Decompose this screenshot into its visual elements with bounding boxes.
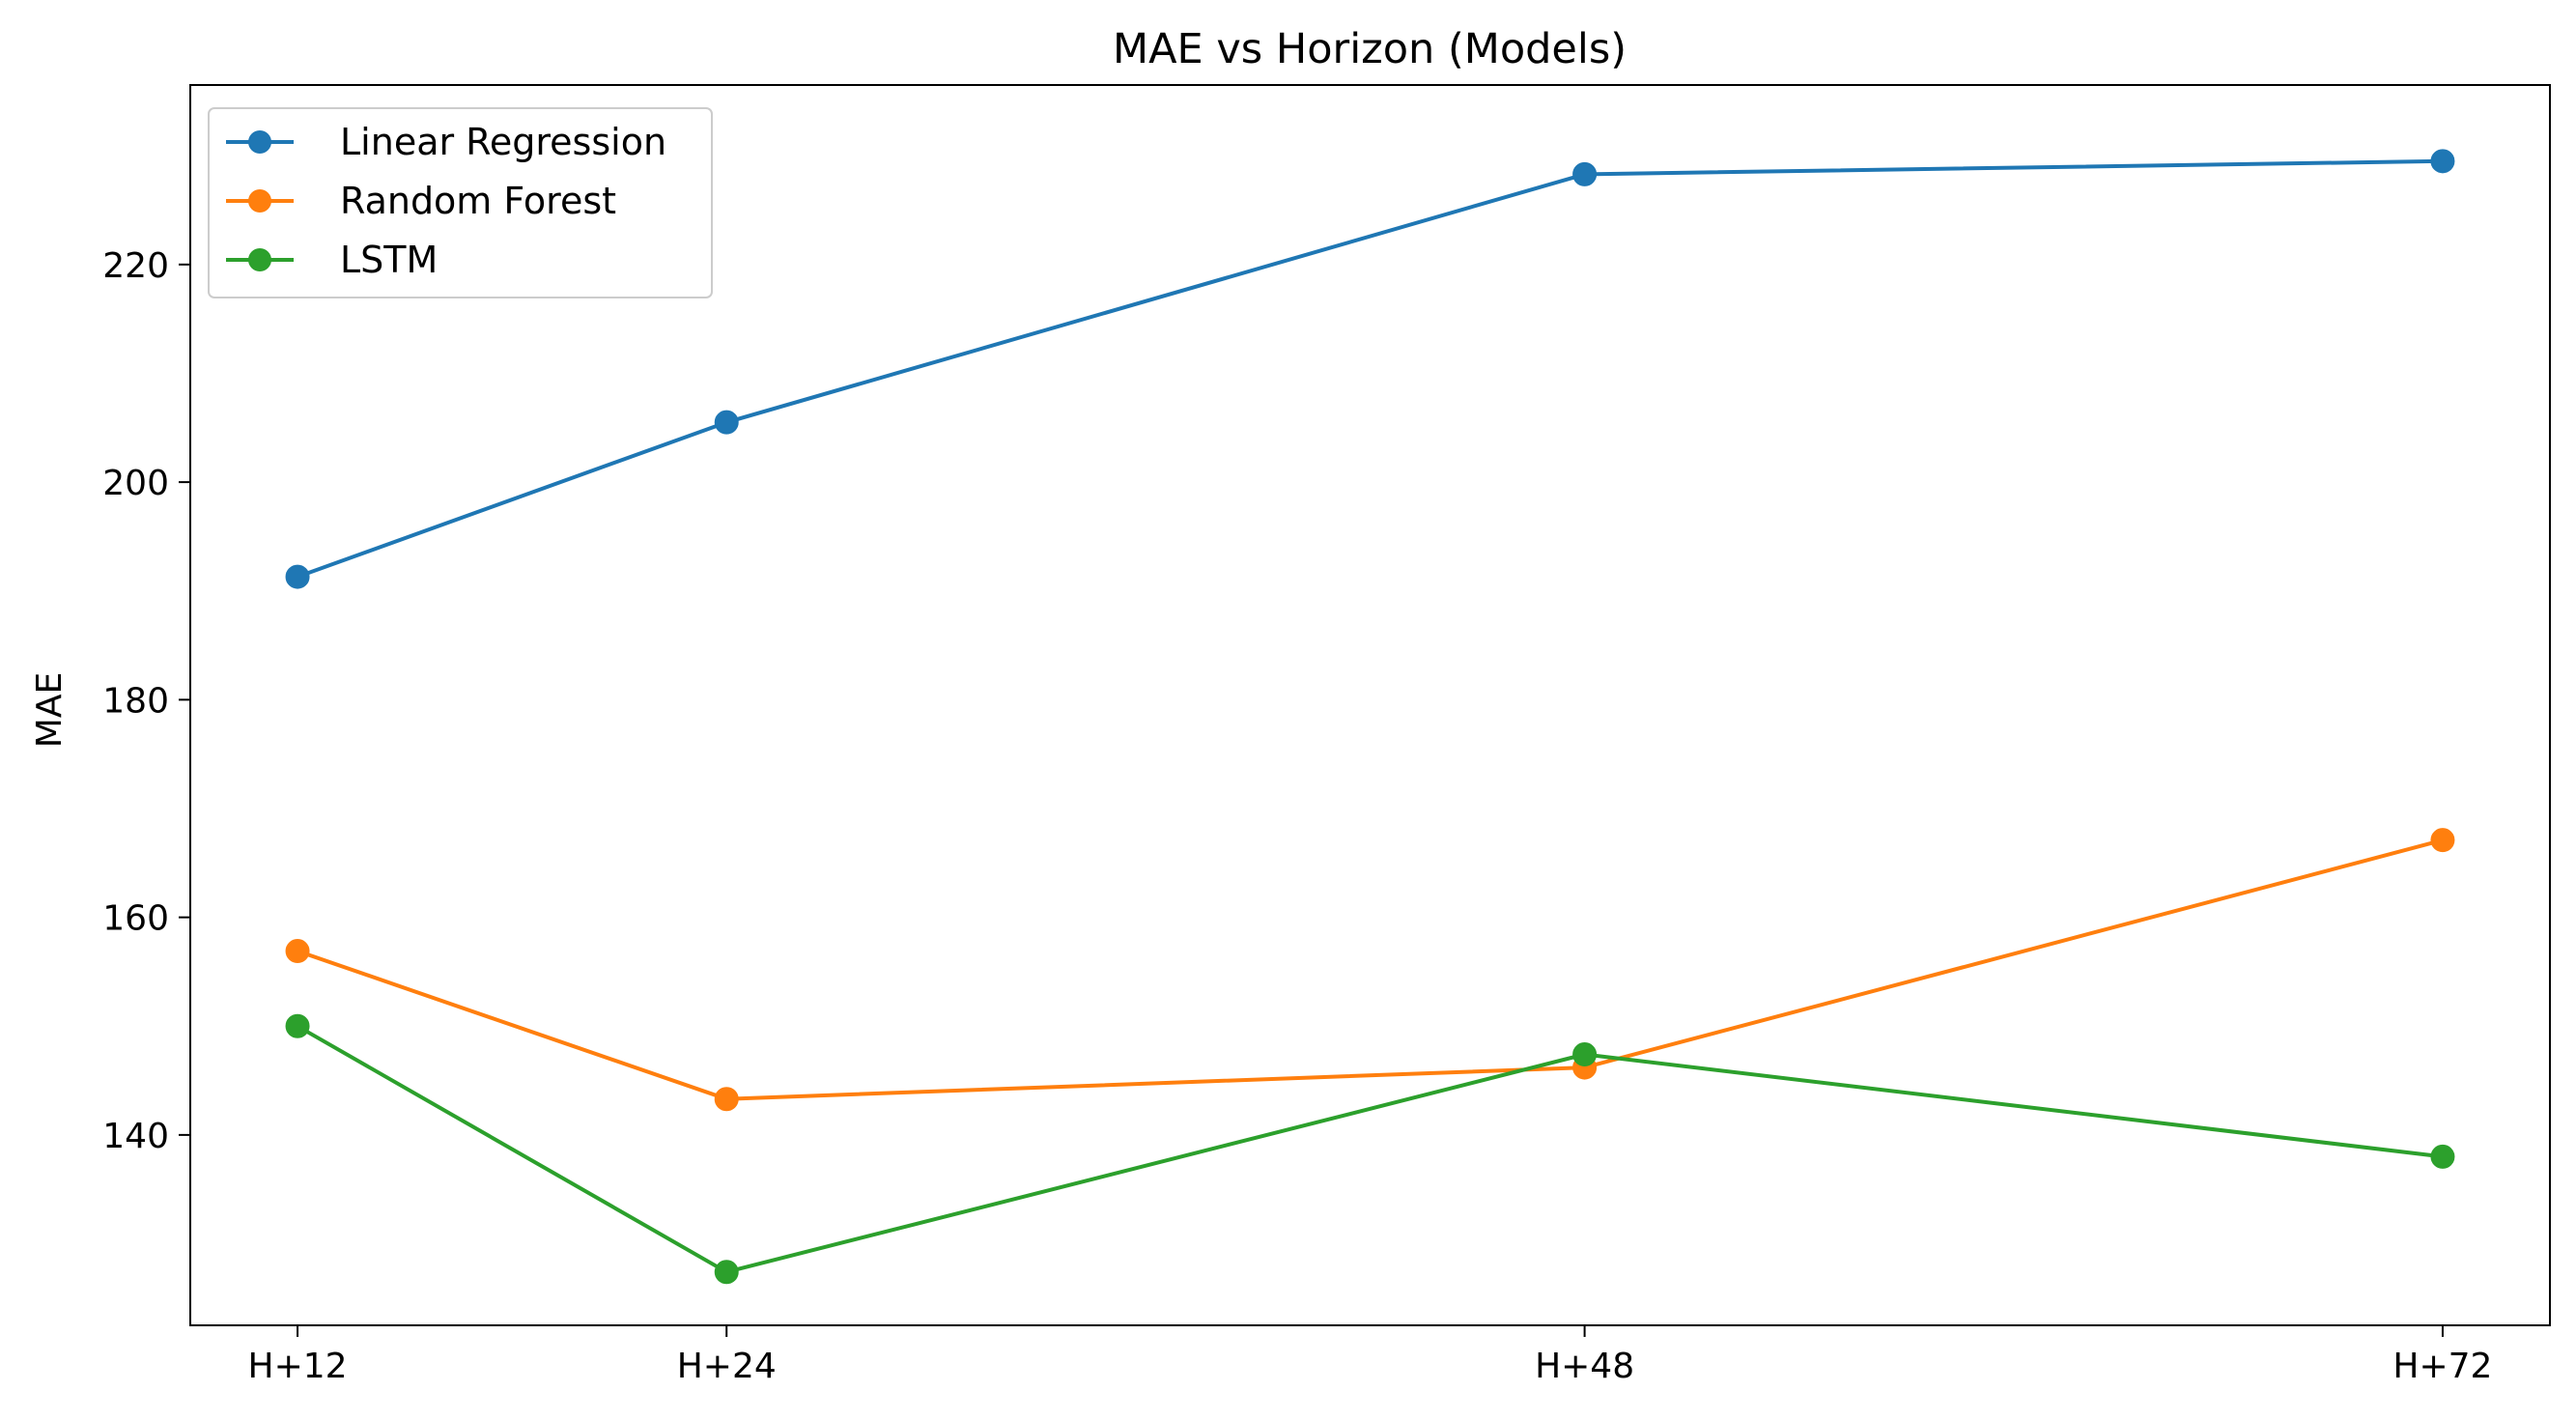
- series-linear-regression: [285, 149, 2455, 589]
- series-lstm: [285, 1013, 2455, 1285]
- data-point: [2430, 828, 2455, 853]
- legend-label: LSTM: [340, 239, 438, 281]
- data-point: [285, 939, 310, 964]
- series-line: [295, 838, 2446, 1101]
- y-tick-label: 200: [102, 464, 169, 503]
- legend-box: [208, 107, 713, 298]
- series-line: [295, 1023, 2446, 1274]
- data-point: [2430, 1144, 2455, 1169]
- x-tick-label: H+72: [2392, 1347, 2492, 1386]
- data-point: [714, 1087, 739, 1112]
- y-tick-label: 160: [102, 899, 169, 939]
- y-axis-ticks: 140 160 180 200 220: [102, 246, 190, 1156]
- y-axis-label: MAE: [30, 672, 70, 748]
- data-point: [714, 410, 739, 435]
- series-layer: [285, 149, 2455, 1285]
- x-tick-label: H+24: [677, 1347, 777, 1386]
- legend: Linear Regression Random Forest LSTM: [208, 107, 713, 298]
- data-point: [2430, 149, 2455, 174]
- data-point: [1572, 1042, 1598, 1067]
- y-tick-label: 180: [102, 681, 169, 721]
- data-point: [1572, 161, 1598, 186]
- chart-title: MAE vs Horizon (Models): [1113, 25, 1627, 73]
- data-point: [285, 1013, 310, 1038]
- legend-marker: [248, 248, 271, 271]
- axes-frame: [189, 84, 2551, 1326]
- x-axis-ticks: H+12 H+24 H+48 H+72: [248, 1325, 2492, 1386]
- plot-area: [189, 84, 2551, 1326]
- series-line: [295, 158, 2446, 580]
- x-tick-label: H+48: [1535, 1347, 1634, 1386]
- y-tick-label: 220: [102, 246, 169, 286]
- y-tick-label: 140: [102, 1117, 169, 1156]
- legend-label: Random Forest: [340, 180, 616, 222]
- legend-marker: [248, 189, 271, 213]
- data-point: [285, 564, 310, 589]
- legend-marker: [248, 130, 271, 154]
- data-point: [714, 1260, 739, 1285]
- x-tick-label: H+12: [248, 1347, 348, 1386]
- legend-label: Linear Regression: [340, 121, 666, 163]
